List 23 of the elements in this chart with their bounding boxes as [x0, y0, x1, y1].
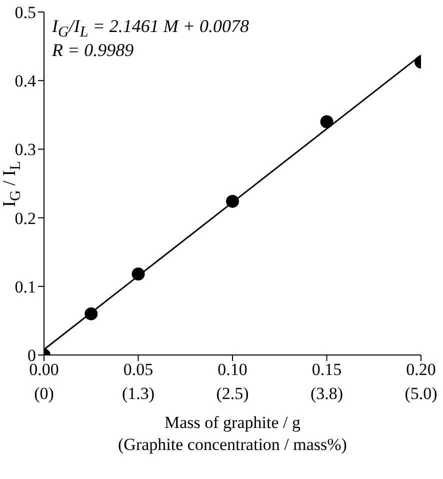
y-tick-label: 0.4 [14, 72, 36, 91]
y-tick-label: 0.2 [14, 208, 36, 228]
x-tick-label: 0.10 [218, 360, 248, 380]
point [320, 115, 334, 128]
point [84, 307, 98, 320]
x2-tick-label: (0) [34, 383, 54, 405]
y-tick-label: 0.5 [14, 3, 36, 22]
point [226, 194, 239, 208]
x-axis-title: Mass of graphite / g [164, 413, 302, 433]
x-tick-label: 0.15 [312, 360, 342, 380]
x-tick-label: 0.00 [29, 360, 59, 380]
x2-tick-label: (3.8) [310, 383, 344, 405]
x-tick-label: 0.05 [123, 360, 154, 380]
x2-tick-label: (1.3) [122, 383, 155, 405]
x2-axis-title: (Graphite concentration / mass%) [117, 435, 348, 455]
annotation: I$_{G}$/I$_{L}$ = 2.1461 M + 0.0078 [52, 16, 249, 42]
x2-tick-label: (2.5) [216, 383, 249, 405]
y-tick-label: 0.3 [14, 140, 36, 160]
point [132, 268, 145, 281]
x-tick-label: 0.20 [406, 360, 436, 380]
x2-tick-label: (5.0) [404, 383, 438, 405]
y-tick-label: 0.1 [14, 277, 36, 296]
annotation: R = 0.9989 [52, 40, 134, 61]
